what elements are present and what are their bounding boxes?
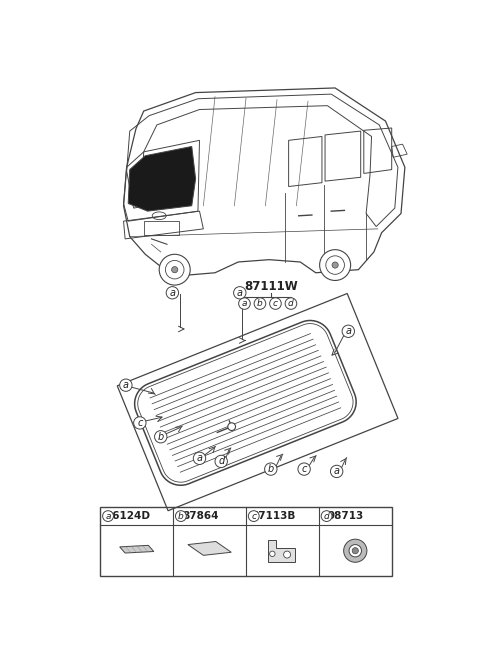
Circle shape <box>228 423 236 430</box>
Circle shape <box>215 455 228 468</box>
Text: 86124D: 86124D <box>105 511 150 521</box>
Circle shape <box>193 452 206 464</box>
Polygon shape <box>134 321 356 485</box>
Polygon shape <box>268 540 295 562</box>
Polygon shape <box>188 541 231 556</box>
Circle shape <box>120 379 132 392</box>
Text: d: d <box>324 512 329 521</box>
Text: a: a <box>242 299 247 308</box>
Circle shape <box>155 430 167 443</box>
Circle shape <box>264 463 277 475</box>
Circle shape <box>320 250 350 281</box>
Text: a: a <box>105 512 111 521</box>
Circle shape <box>270 298 281 310</box>
Text: a: a <box>123 380 129 390</box>
Text: 87113B: 87113B <box>251 511 295 521</box>
Circle shape <box>234 287 246 299</box>
Circle shape <box>344 539 367 562</box>
Circle shape <box>254 298 266 310</box>
Text: c: c <box>301 464 307 474</box>
Circle shape <box>103 510 113 522</box>
Text: a: a <box>334 466 340 476</box>
Circle shape <box>239 298 250 310</box>
Circle shape <box>321 510 332 522</box>
Circle shape <box>332 262 338 268</box>
Bar <box>144 221 179 235</box>
Text: c: c <box>251 512 256 521</box>
Text: d: d <box>218 457 224 466</box>
Text: b: b <box>178 512 184 521</box>
Bar <box>100 507 392 576</box>
Text: a: a <box>345 326 351 337</box>
Circle shape <box>176 510 186 522</box>
Circle shape <box>166 287 179 299</box>
Text: c: c <box>273 299 278 308</box>
Text: b: b <box>257 299 263 308</box>
Circle shape <box>349 544 361 557</box>
Circle shape <box>352 548 359 554</box>
Circle shape <box>248 510 259 522</box>
Text: a: a <box>196 453 203 463</box>
Text: b: b <box>268 464 274 474</box>
Text: a: a <box>237 288 243 298</box>
Circle shape <box>172 266 178 273</box>
Polygon shape <box>128 146 196 211</box>
Polygon shape <box>117 293 398 511</box>
Text: b: b <box>157 432 164 441</box>
Text: 87111W: 87111W <box>244 280 298 293</box>
Circle shape <box>326 256 345 274</box>
Circle shape <box>270 551 275 556</box>
Circle shape <box>166 260 184 279</box>
Text: 98713: 98713 <box>328 511 364 521</box>
Circle shape <box>342 325 355 337</box>
Text: 87864: 87864 <box>182 511 218 521</box>
Polygon shape <box>138 323 353 482</box>
Circle shape <box>133 417 146 429</box>
Circle shape <box>330 465 343 478</box>
Circle shape <box>159 255 190 285</box>
Circle shape <box>284 551 290 558</box>
Polygon shape <box>120 545 154 553</box>
Text: a: a <box>169 288 175 298</box>
Circle shape <box>298 463 311 475</box>
Text: c: c <box>137 418 143 428</box>
Circle shape <box>285 298 297 310</box>
Text: d: d <box>288 299 294 308</box>
